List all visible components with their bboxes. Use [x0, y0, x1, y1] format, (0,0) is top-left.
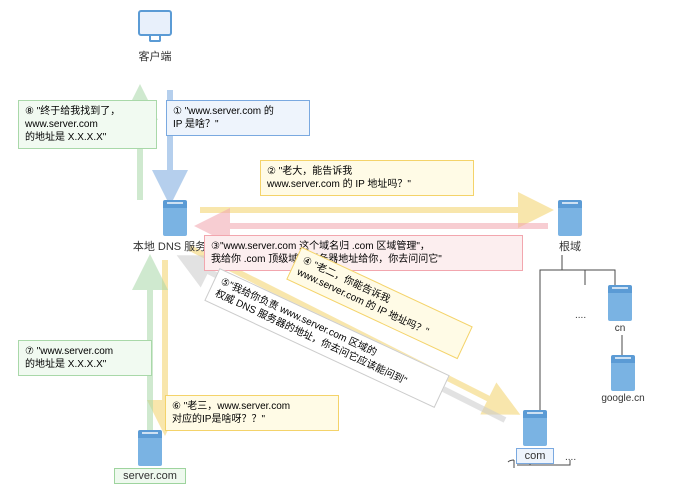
step-2-num: ② — [267, 165, 276, 178]
node-cn: cn — [605, 285, 635, 334]
step-8-num: ⑧ — [25, 105, 34, 118]
step-3-bubble: ③"www.server.com 这个域名归 .com 区域管理"， 我给你 .… — [204, 235, 523, 271]
step-2-bubble: ② "老大，能告诉我 www.server.com 的 IP 地址吗？" — [260, 160, 474, 196]
step-2-text: "老大，能告诉我 www.server.com 的 IP 地址吗？" — [267, 166, 411, 190]
tree-line-0 — [540, 255, 562, 410]
server-icon — [611, 355, 635, 391]
step-1-bubble: ① "www.server.com 的 IP 是啥？" — [166, 100, 310, 136]
node-root: 根域 — [550, 200, 590, 254]
node-server-com: server.com — [110, 430, 190, 484]
step-6-num: ⑥ — [172, 400, 181, 413]
tree-line-1 — [562, 270, 615, 285]
server-icon — [608, 285, 632, 321]
step-1-text: "www.server.com 的 IP 是啥？" — [173, 106, 274, 130]
server-icon — [138, 430, 162, 466]
server-icon — [163, 200, 187, 236]
step-7-bubble: ⑦ "www.server.com 的地址是 X.X.X.X" — [18, 340, 152, 376]
monitor-icon — [138, 10, 172, 36]
step-7-text: "www.server.com 的地址是 X.X.X.X" — [25, 346, 113, 370]
root-label: 根域 — [550, 238, 590, 254]
server-icon — [558, 200, 582, 236]
google-cn-label: google.cn — [598, 393, 648, 404]
com-label: com — [516, 448, 555, 464]
step-1-num: ① — [173, 105, 182, 118]
server-com-label: server.com — [114, 468, 186, 484]
node-com: com — [510, 410, 560, 464]
node-client: 客户端 — [130, 10, 180, 64]
server-icon — [523, 410, 547, 446]
node-dots-2: .... — [565, 452, 576, 463]
step-8-bubble: ⑧ "终于给我找到了， www.server.com 的地址是 X.X.X.X" — [18, 100, 157, 149]
node-google-cn: google.cn — [598, 355, 648, 404]
step-6-bubble: ⑥ "老三，www.server.com 对应的IP是啥呀？？" — [165, 395, 339, 431]
client-label: 客户端 — [130, 48, 180, 64]
step-6-text: "老三，www.server.com 对应的IP是啥呀？？" — [172, 401, 290, 425]
node-local-dns: 本地 DNS 服务器 — [140, 200, 210, 254]
cn-label: cn — [605, 323, 635, 334]
step-8-text: "终于给我找到了， www.server.com 的地址是 X.X.X.X" — [25, 106, 120, 143]
node-dots-1: .... — [575, 310, 586, 321]
step-3-num: ③ — [211, 240, 220, 253]
step-7-num: ⑦ — [25, 345, 34, 358]
